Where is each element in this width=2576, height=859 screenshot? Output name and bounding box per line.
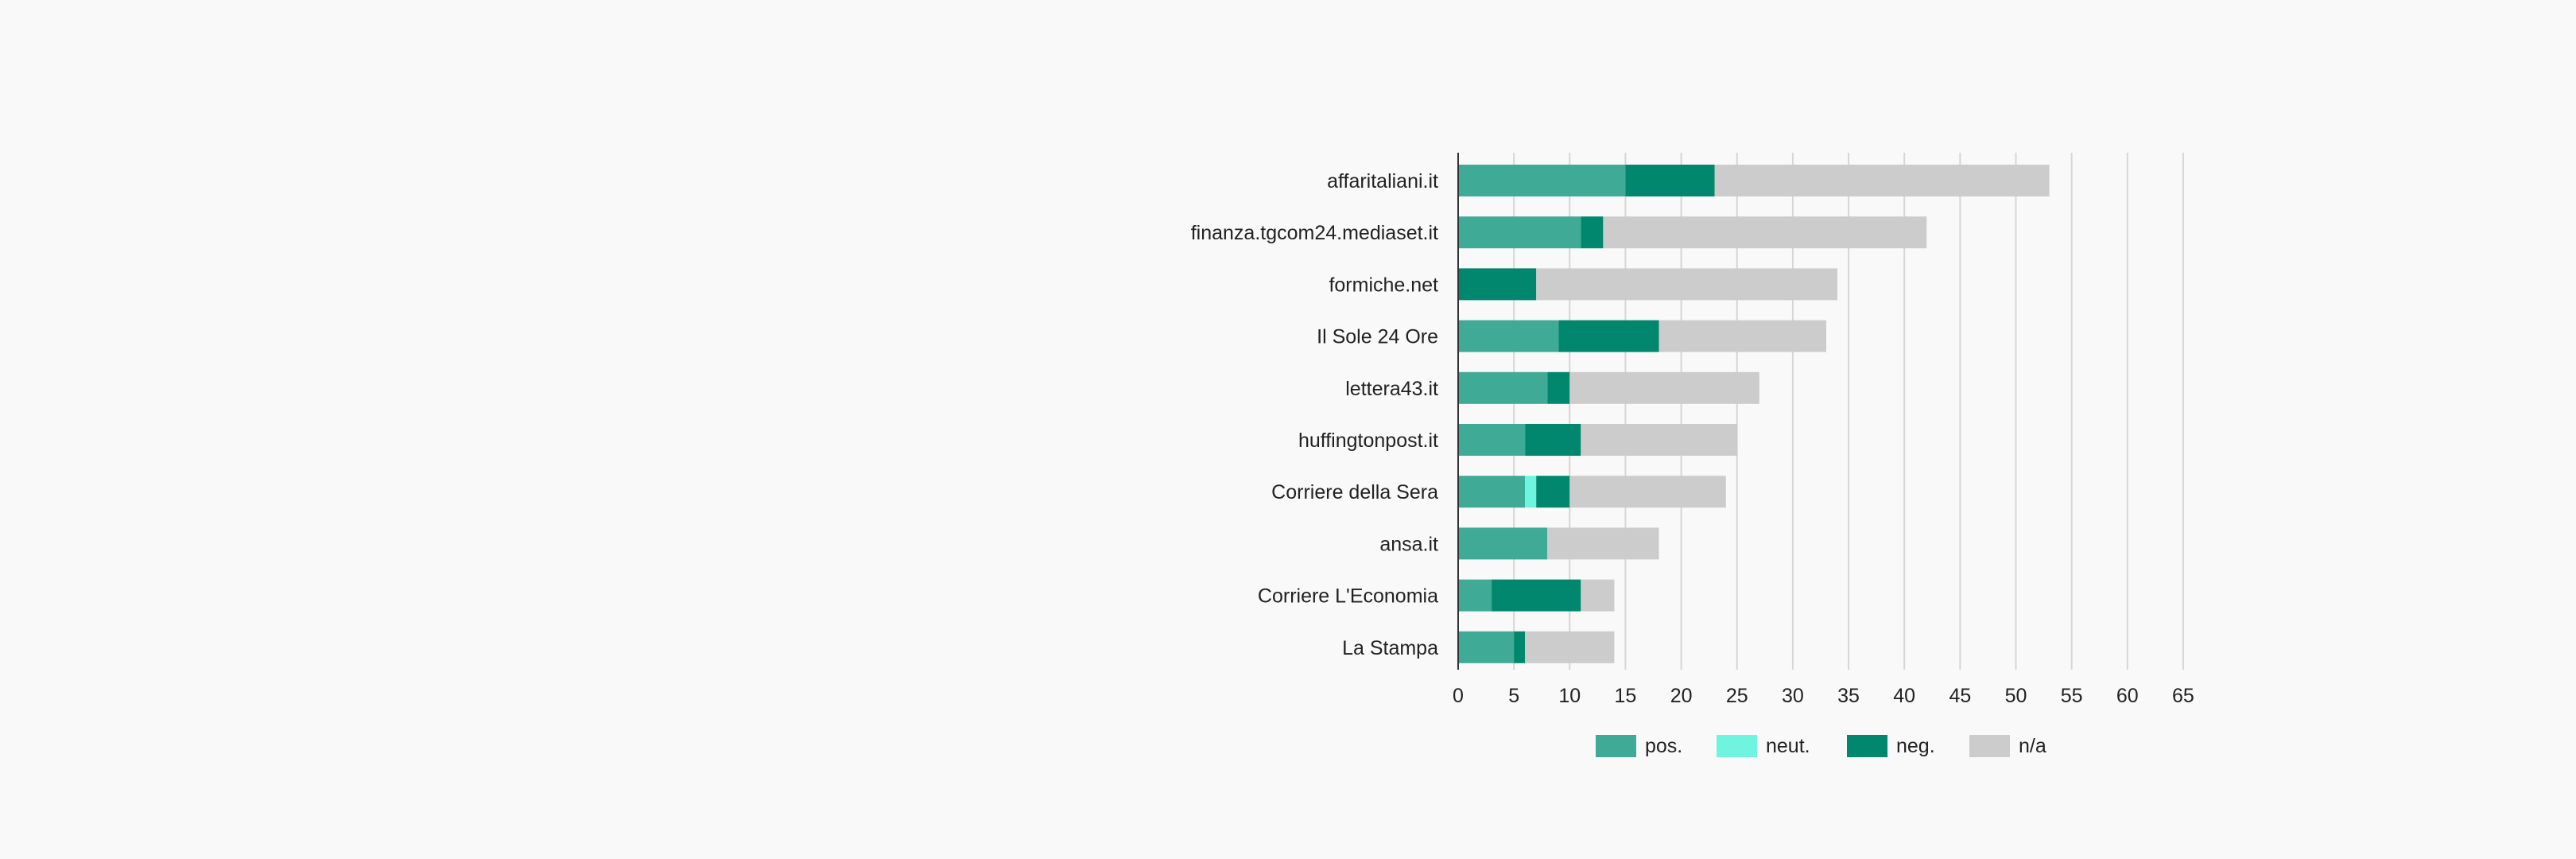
bar-segment [1514, 631, 1526, 663]
legend: pos. neut. neg. n/a [1596, 735, 2046, 757]
x-tick-label: 15 [1615, 685, 1637, 707]
x-tick-label: 10 [1558, 685, 1581, 707]
bar-segment [1625, 165, 1715, 196]
category-label: ansa.it [1379, 533, 1438, 555]
bar-segment [1581, 579, 1615, 612]
bar-segment [1458, 424, 1526, 456]
bar-segment [1458, 320, 1559, 352]
legend-swatch [1847, 735, 1887, 757]
x-tick-label: 30 [1782, 685, 1804, 707]
bar-segment [1525, 476, 1537, 508]
bar-segment [1458, 527, 1548, 560]
bar-segment [1458, 371, 1548, 404]
legend-swatch [1969, 735, 2010, 757]
x-tick-label: 45 [1949, 685, 1971, 707]
x-tick-label: 40 [1893, 685, 1915, 707]
category-label: affaritaliani.it [1327, 170, 1438, 192]
x-tick-label: 50 [2005, 685, 2027, 707]
x-tick-label: 25 [1726, 685, 1748, 707]
bar-segment [1547, 527, 1659, 560]
bar-segment [1525, 631, 1615, 663]
category-labels: affaritaliani.it finanza.tgcom24.mediaset… [1191, 170, 1438, 659]
bar-segment [1569, 476, 1726, 508]
bar-segment [1603, 216, 1927, 249]
category-label: formiche.net [1329, 274, 1438, 296]
bar-segment [1458, 579, 1492, 612]
bar-segment [1492, 579, 1581, 612]
category-label: Corriere della Sera [1271, 481, 1438, 503]
bar-segment [1458, 476, 1526, 508]
legend-label: n/a [2019, 735, 2046, 757]
category-label: La Stampa [1342, 637, 1438, 659]
category-label: finanza.tgcom24.mediaset.it [1191, 222, 1438, 244]
bar-segment [1458, 268, 1537, 301]
category-label: huffingtonpost.it [1298, 430, 1438, 452]
bar-segment [1536, 268, 1838, 301]
x-tick-label: 20 [1670, 685, 1693, 707]
legend-swatch [1596, 735, 1636, 757]
x-tick-label: 55 [2061, 685, 2083, 707]
category-label: Corriere L'Economia [1258, 585, 1438, 608]
x-tick-label: 65 [2172, 685, 2194, 707]
bar-segment [1581, 216, 1604, 249]
x-tick-label: 35 [1837, 685, 1860, 707]
bar-segment [1458, 631, 1515, 663]
bar-segment [1581, 424, 1737, 456]
bar-segment [1658, 320, 1826, 352]
bar-segment [1714, 165, 2050, 196]
bar-segment [1569, 371, 1759, 404]
x-tick-label: 5 [1508, 685, 1519, 707]
x-tick-label: 0 [1453, 685, 1464, 707]
legend-label: neut. [1766, 735, 1810, 757]
bar-segment [1525, 424, 1581, 456]
bar-segment [1458, 216, 1581, 249]
x-tick-labels: 0 5 10 15 20 25 30 35 40 45 50 55 60 65 [1453, 685, 2194, 707]
bar-segment [1547, 371, 1570, 404]
category-label: lettera43.it [1345, 378, 1438, 400]
bar-segment [1558, 320, 1659, 352]
category-label: Il Sole 24 Ore [1317, 326, 1438, 348]
bar-segment [1458, 165, 1626, 196]
legend-label: neg. [1896, 735, 1935, 757]
bars [1458, 165, 2050, 663]
bar-segment [1536, 476, 1570, 508]
legend-swatch [1717, 735, 1757, 757]
legend-label: pos. [1645, 735, 1682, 757]
x-tick-label: 60 [2116, 685, 2139, 707]
